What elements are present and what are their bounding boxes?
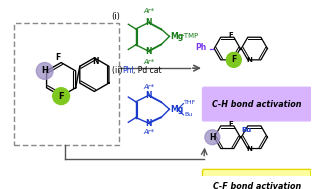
Circle shape — [205, 130, 220, 145]
Text: C-H bond activation: C-H bond activation — [212, 100, 301, 108]
Text: , Pd cat: , Pd cat — [133, 66, 162, 74]
Text: Mg: Mg — [170, 105, 184, 114]
Circle shape — [226, 52, 241, 67]
Text: PhI: PhI — [122, 66, 134, 74]
Text: Bu: Bu — [241, 127, 251, 133]
Text: F: F — [58, 92, 64, 101]
Text: Mg: Mg — [170, 32, 184, 41]
Text: N: N — [146, 91, 152, 100]
Text: N: N — [146, 47, 152, 56]
Text: Ph: Ph — [195, 43, 207, 52]
Text: Bu: Bu — [184, 112, 193, 117]
Text: F: F — [229, 32, 233, 38]
Text: N: N — [146, 18, 152, 27]
Text: Ar*: Ar* — [143, 129, 155, 135]
Text: N: N — [247, 57, 253, 63]
Text: N: N — [247, 146, 253, 152]
Text: F: F — [56, 53, 61, 62]
FancyBboxPatch shape — [203, 169, 311, 189]
Text: C-F bond activation: C-F bond activation — [213, 182, 301, 189]
Text: F: F — [231, 55, 236, 64]
Circle shape — [53, 88, 70, 105]
Text: H: H — [209, 133, 216, 142]
Text: (ii): (ii) — [111, 66, 124, 74]
Text: F: F — [229, 121, 233, 127]
Text: H: H — [41, 67, 48, 75]
Text: Ar*: Ar* — [143, 59, 155, 65]
Text: N: N — [146, 119, 152, 128]
Text: N: N — [92, 57, 99, 66]
Text: THF: THF — [184, 100, 197, 105]
Bar — [14, 23, 119, 145]
FancyBboxPatch shape — [203, 87, 311, 121]
Circle shape — [36, 63, 53, 79]
Text: −TMP: −TMP — [179, 33, 199, 39]
Text: Ar*: Ar* — [143, 8, 155, 14]
Text: Ar*: Ar* — [143, 84, 155, 90]
Text: (i): (i) — [111, 12, 120, 21]
